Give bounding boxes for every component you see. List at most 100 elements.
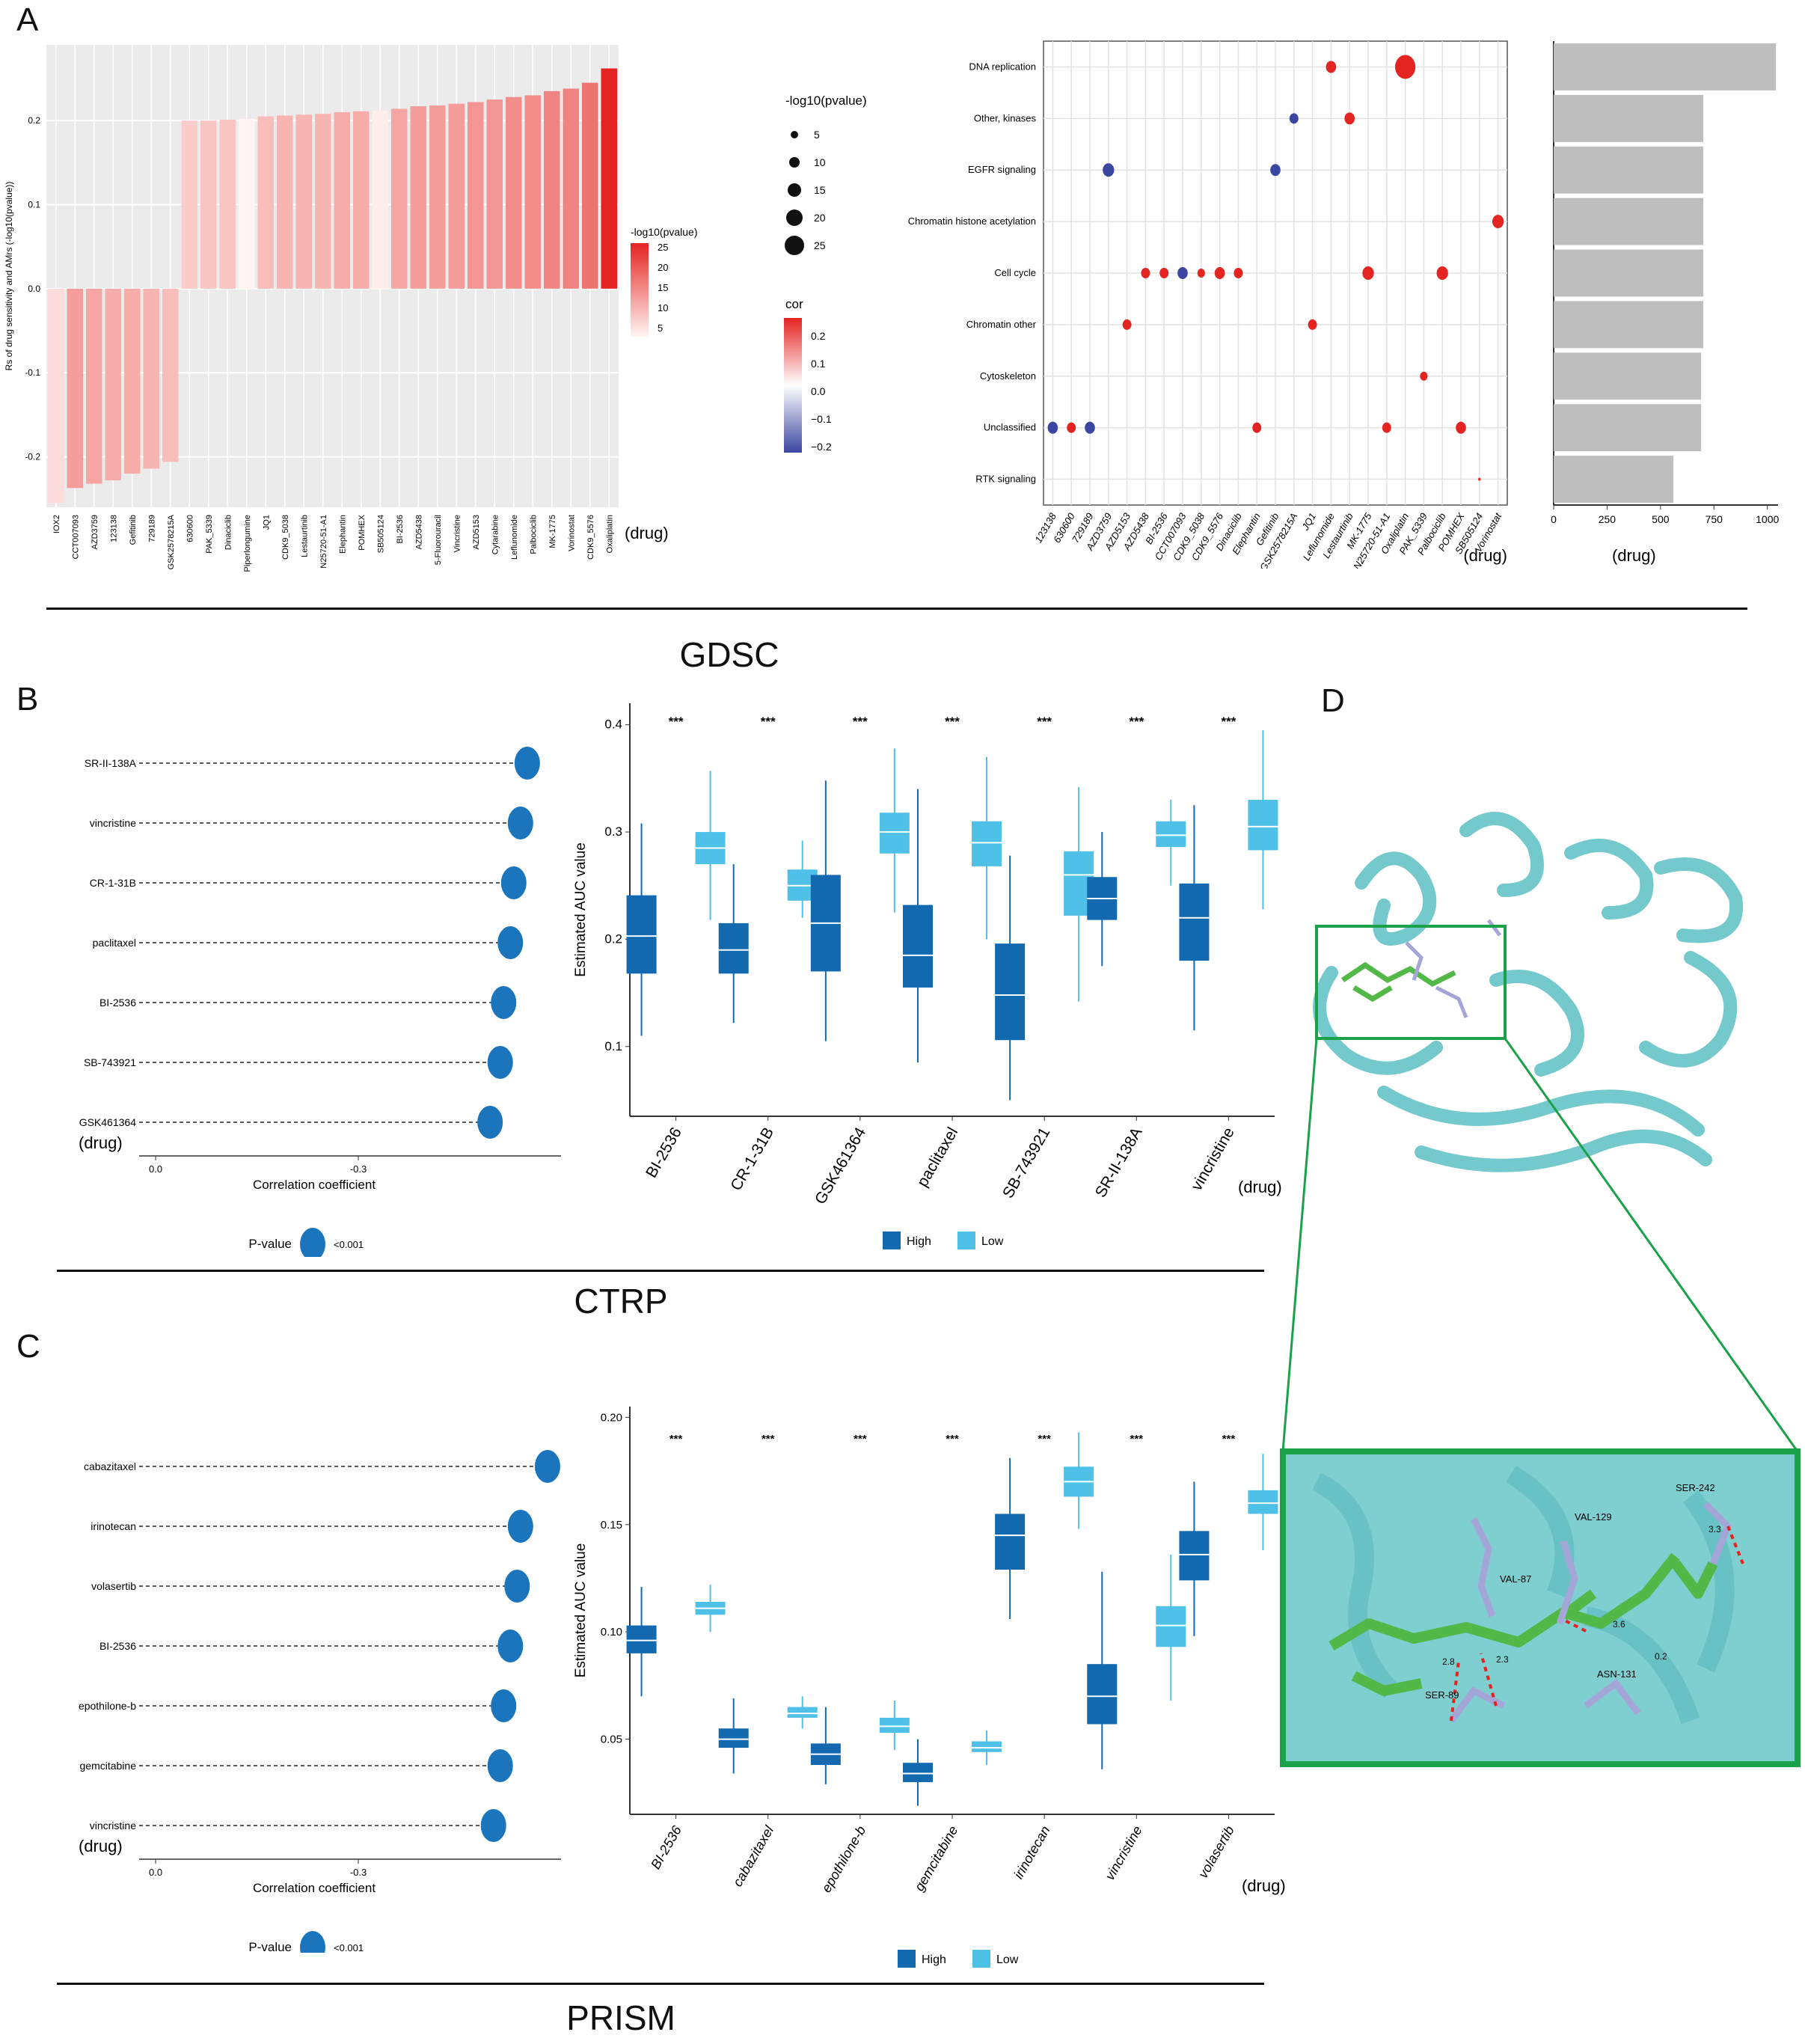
legend-label: <0.001 [334, 1942, 364, 1953]
legend-dot [300, 1228, 325, 1257]
size-legend-dot [791, 131, 798, 138]
chart-a-bar: -0.2 -0.1 0.0 0.1 0.2 IOX2 CCT007093 AZD3759 123… [4, 45, 698, 572]
legend-swatch-high [898, 1950, 916, 1968]
bar-Dinaciclib [219, 120, 236, 289]
bar-AZD5153 [468, 102, 484, 289]
size-legend-dot [786, 209, 803, 226]
panel-label-d: D [1321, 682, 1345, 719]
dot-PAK_5339 [1420, 371, 1428, 381]
box-low-cabazitaxel-box [787, 1707, 818, 1718]
grey-bar [1554, 94, 1703, 142]
box-high-volasertib-box [1179, 1531, 1210, 1581]
helix-7 [1377, 1086, 1705, 1136]
grey-bar [1554, 456, 1673, 503]
box-high-BI-2536-box [626, 1625, 657, 1653]
distance-label-4: 2.8 [1442, 1656, 1455, 1667]
bar-MK-1775 [544, 91, 560, 289]
significance-label: *** [1129, 715, 1144, 729]
y-tick-label: -0.1 [25, 367, 40, 378]
grey-bar [1554, 352, 1702, 400]
dot-Elephantin [1252, 422, 1262, 433]
y-axis-label: Rs of drug sensitivity and AMrs (-log10(… [4, 182, 14, 371]
drug-label: vincristine [90, 1820, 136, 1832]
drug-label: CR-1-31B [90, 877, 136, 889]
zoom-residues [1448, 1501, 1732, 1723]
category-label: Unclassified [984, 422, 1036, 433]
helix-1 [1355, 851, 1437, 946]
legend-title: P-value [248, 1237, 292, 1251]
grey-bar [1554, 301, 1703, 349]
x-tick-label: Cytarabine [491, 515, 500, 554]
bar-JQ1 [257, 116, 274, 289]
category-label: Cytoskeleton [980, 370, 1036, 382]
size-legend-label: 5 [814, 129, 820, 141]
bar-AZD3759 [86, 288, 102, 484]
size-legend-title: -log10(pvalue) [785, 94, 867, 108]
x-tick-label: Palbociclib [529, 515, 538, 554]
x-tick-label: 123138 [109, 515, 118, 542]
box-high-vincristine-box [1087, 1664, 1118, 1725]
x-tick-label: AZD5153 [472, 515, 481, 549]
x-tick-label: CDK9_5038 [281, 515, 290, 560]
distance-label-1: 3.3 [1709, 1524, 1721, 1534]
dot-729189 [1085, 421, 1095, 434]
residue-label-asn131: ASN-131 [1597, 1668, 1637, 1680]
cor-legend-label: −0.2 [811, 441, 832, 453]
panel-label-a: A [16, 1, 39, 38]
dot-Vorinostat [1492, 215, 1504, 229]
docking-structure: SER-242 VAL-129 VAL-87 SER-89 ASN-131 3.… [1280, 812, 1801, 1767]
y-tick-label: 0.0 [28, 284, 40, 294]
pvalue-legend-label: 25 [658, 242, 668, 253]
cor-legend-label: −0.1 [811, 413, 832, 425]
lollipop-dot-epothilone-b [491, 1689, 517, 1722]
y-tick-label: 0.1 [604, 1039, 622, 1053]
drug-label: GSK461364 [79, 1116, 136, 1128]
x-tick-label: Vincristine [453, 515, 462, 553]
residue-label-ser89: SER-89 [1425, 1689, 1459, 1701]
x-tick-label: BI-2536 [396, 515, 405, 544]
bar-Oxaliplatin [601, 68, 617, 289]
zoom-region-box [1315, 925, 1507, 1040]
panel-label-b: B [16, 681, 39, 717]
significance-label: *** [669, 715, 684, 729]
x-tick-label: JQ1 [1299, 511, 1318, 533]
grey-bar [1554, 198, 1703, 245]
bar-Lestaurtinib [295, 114, 312, 289]
lollipop-dot-gemcitabine [487, 1749, 513, 1782]
dot-BI-2536 [1159, 268, 1169, 278]
dot-JQ1 [1308, 319, 1317, 330]
size-legend-dot [785, 236, 804, 255]
cor-legend-title: cor [785, 297, 803, 311]
category-label: Chromatin other [966, 319, 1037, 330]
zoom-ligand [1329, 1552, 1718, 1696]
legend-dot [300, 1931, 325, 1953]
distance-label-2: 3.6 [1613, 1619, 1625, 1630]
dot-AZD5153 [1122, 319, 1132, 330]
dot-Oxaliplatin [1395, 55, 1416, 79]
size-legend-label: 15 [814, 184, 826, 196]
y-tick-label: 0.1 [28, 199, 40, 209]
bar-729189 [143, 288, 159, 469]
lollipop-dot-BI-2536 [497, 1630, 524, 1662]
overview-residues [1405, 919, 1501, 1018]
bar-N25720-51-A1 [315, 114, 331, 289]
box-low-gemcitabine-box [972, 1741, 1002, 1752]
x-tick-label: GSK461364 [812, 1124, 869, 1208]
bar-SB505124 [372, 110, 388, 289]
x-axis-label: (drug) [1463, 546, 1507, 565]
legend-label-high: High [922, 1953, 946, 1966]
cor-legend-label: 0.1 [811, 358, 826, 370]
drug-label: volasertib [91, 1580, 136, 1592]
dot-AZD3759 [1103, 163, 1115, 177]
lollipop-dot-irinotecan [507, 1510, 533, 1543]
helix-2 [1459, 812, 1544, 897]
x-axis-label: (drug) [1612, 546, 1656, 565]
x-tick-label: irinotecan [1011, 1823, 1052, 1882]
category-label: DNA replication [969, 61, 1036, 72]
y-tick-label: 0.4 [604, 717, 622, 732]
x-tick-label: 0.0 [149, 1867, 162, 1878]
x-tick-label: vincristine [1102, 1823, 1144, 1882]
bar-Palbociclib [524, 95, 541, 289]
cor-legend-bar [784, 318, 802, 453]
x-tick-label: BI-2536 [648, 1823, 684, 1871]
